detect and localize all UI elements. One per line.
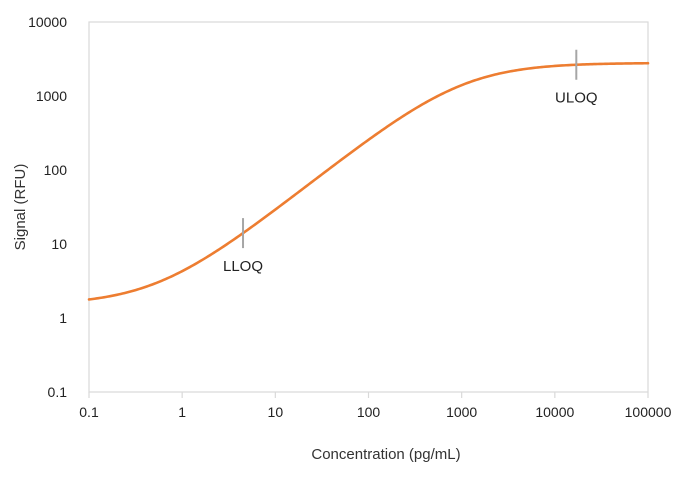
y-tick-label: 0.1 [48,384,68,400]
x-tick-label: 1000 [446,404,477,420]
x-tick-label: 100 [357,404,381,420]
y-tick-label: 1 [59,310,67,326]
y-tick-label: 100 [44,162,68,178]
x-tick-label: 10000 [535,404,574,420]
y-tick-label: 10000 [28,14,67,30]
y-tick-label: 10 [51,236,67,252]
y-tick-label: 1000 [36,88,67,104]
x-axis-title: Concentration (pg/mL) [311,446,460,463]
plot-area-border [88,21,649,393]
y-axis-title: Signal (RFU) [12,164,29,251]
x-tick-label: 1 [178,404,186,420]
standard-curve-line [87,61,650,301]
lloq-label: LLOQ [223,258,263,275]
x-tick-label: 0.1 [79,404,99,420]
uloq-label: ULOQ [555,90,598,107]
x-tick-label: 10 [268,404,284,420]
x-tick-label: 100000 [625,404,672,420]
